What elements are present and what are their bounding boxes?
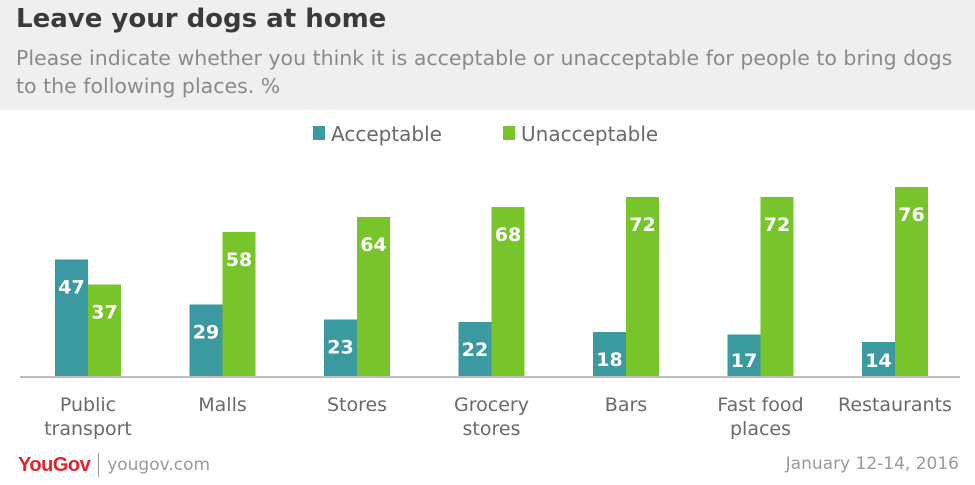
data-label: 68	[495, 224, 521, 246]
bar-chart: Acceptable Unacceptable 47 37 Publictranspor…	[20, 122, 960, 440]
data-label: 29	[193, 322, 219, 344]
data-label: 18	[596, 349, 622, 371]
data-label: 58	[226, 249, 252, 271]
footer-divider	[98, 453, 100, 477]
legend-swatch-unacceptable	[503, 126, 515, 140]
data-label: 64	[360, 234, 386, 256]
legend-label-acceptable: Acceptable	[331, 122, 442, 146]
category-label: Bars	[605, 394, 647, 416]
category-label: Fast food	[717, 394, 803, 416]
footer-brand: YouGov yougov.com	[18, 452, 210, 478]
legend-label-unacceptable: Unacceptable	[521, 122, 658, 146]
footer-date: January 12-14, 2016	[785, 454, 959, 474]
bar-unacceptable	[626, 197, 659, 377]
category-label: transport	[44, 418, 132, 440]
bar-unacceptable	[491, 207, 525, 377]
legend-swatch-acceptable	[313, 126, 325, 140]
category-label: stores	[463, 418, 521, 440]
data-label: 14	[865, 350, 891, 372]
data-label: 76	[898, 204, 924, 226]
bar-unacceptable	[760, 197, 794, 377]
category-label: Grocery	[454, 394, 529, 416]
bar-unacceptable	[895, 187, 928, 377]
category-label: Restaurants	[838, 394, 952, 416]
data-label: 23	[327, 337, 353, 359]
bar-unacceptable	[88, 284, 121, 377]
category-label: Malls	[198, 394, 247, 416]
bar-acceptable	[55, 259, 88, 377]
bar-acceptable	[727, 334, 761, 377]
bar-acceptable	[862, 342, 895, 377]
bar-acceptable	[189, 304, 223, 377]
chart-subtitle: Please indicate whether you think it is …	[16, 46, 953, 98]
category-label: places	[730, 418, 791, 440]
bar-acceptable	[458, 322, 492, 377]
chart-title: Leave your dogs at home	[16, 4, 387, 34]
data-label: 72	[764, 214, 790, 236]
data-label: 47	[58, 277, 84, 299]
data-label: 17	[731, 350, 757, 372]
bar-acceptable	[324, 319, 357, 377]
data-label: 22	[462, 339, 488, 361]
data-label: 72	[629, 214, 655, 236]
bar-unacceptable	[222, 232, 256, 377]
header: Leave your dogs at home Please indicate …	[0, 0, 975, 110]
data-label: 37	[91, 302, 117, 324]
yougov-logo: YouGov	[18, 453, 91, 476]
category-label: Stores	[327, 394, 387, 416]
category-label: Public	[60, 394, 116, 416]
bar-acceptable	[593, 332, 626, 377]
bar-unacceptable	[357, 217, 390, 377]
footer-site: yougov.com	[107, 455, 211, 475]
